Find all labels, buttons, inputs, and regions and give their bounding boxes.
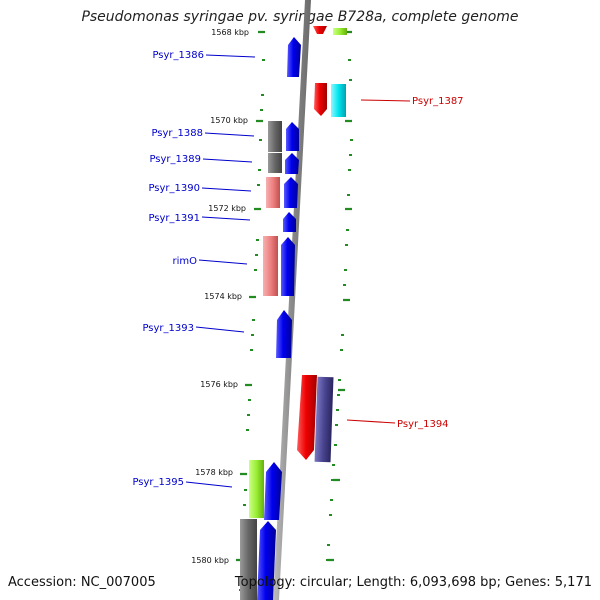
gene-label-psyr-1388[interactable]: Psyr_1388 xyxy=(151,128,203,139)
gene-label-psyr-1390[interactable]: Psyr_1390 xyxy=(148,183,200,194)
gene-label-psyr-1389[interactable]: Psyr_1389 xyxy=(149,154,201,165)
gene-feature[interactable] xyxy=(264,462,282,520)
gene-label-psyr-1394[interactable]: Psyr_1394 xyxy=(397,419,449,430)
genome-summary-text: Topology: circular; Length: 6,093,698 bp… xyxy=(234,575,592,590)
scale-label: 1574 kbp xyxy=(204,292,242,301)
scale-label: 1580 kbp xyxy=(191,556,229,565)
gene-feature[interactable] xyxy=(297,375,317,460)
gene-label-psyr-1391[interactable]: Psyr_1391 xyxy=(148,213,200,224)
leader-lines xyxy=(185,54,411,488)
gene-feature[interactable] xyxy=(314,83,327,116)
gene-feature[interactable] xyxy=(283,212,296,232)
gene-label-psyr-1386[interactable]: Psyr_1386 xyxy=(152,50,204,61)
scale-label: 1570 kbp xyxy=(210,116,248,125)
gene-feature[interactable] xyxy=(331,84,346,117)
scale-label: 1578 kbp xyxy=(195,468,233,477)
gene-feature[interactable] xyxy=(249,460,264,518)
gene-feature[interactable] xyxy=(276,310,292,358)
gene-label-psyr-1393[interactable]: Psyr_1393 xyxy=(142,323,194,334)
gene-feature[interactable] xyxy=(240,519,257,600)
gene-feature[interactable] xyxy=(268,121,282,152)
gene-feature[interactable] xyxy=(314,376,334,463)
gene-label-psyr-1387[interactable]: Psyr_1387 xyxy=(412,96,464,107)
gene-feature[interactable] xyxy=(281,237,295,296)
gene-feature[interactable] xyxy=(285,153,299,174)
gene-feature[interactable] xyxy=(268,153,282,173)
map-title: Pseudomonas syringae pv. syringae B728a,… xyxy=(81,9,519,25)
gene-feature[interactable] xyxy=(286,122,299,151)
gene-feature-partial[interactable] xyxy=(333,28,347,35)
genome-backbone xyxy=(273,0,311,600)
gene-label-psyr-1395[interactable]: Psyr_1395 xyxy=(132,477,184,488)
gene-feature[interactable] xyxy=(284,177,298,208)
gene-label-rimo[interactable]: rimO xyxy=(172,256,197,267)
gene-feature-partial[interactable] xyxy=(313,26,327,34)
gene-feature[interactable] xyxy=(257,521,276,600)
scale-label: 1576 kbp xyxy=(200,380,238,389)
gene-feature[interactable] xyxy=(263,236,278,296)
gene-feature[interactable] xyxy=(287,37,301,77)
scale-label: 1568 kbp xyxy=(211,28,249,37)
scale-label: 1572 kbp xyxy=(208,204,246,213)
accession-text: Accession: NC_007005 xyxy=(8,575,156,590)
gene-feature[interactable] xyxy=(266,177,280,208)
